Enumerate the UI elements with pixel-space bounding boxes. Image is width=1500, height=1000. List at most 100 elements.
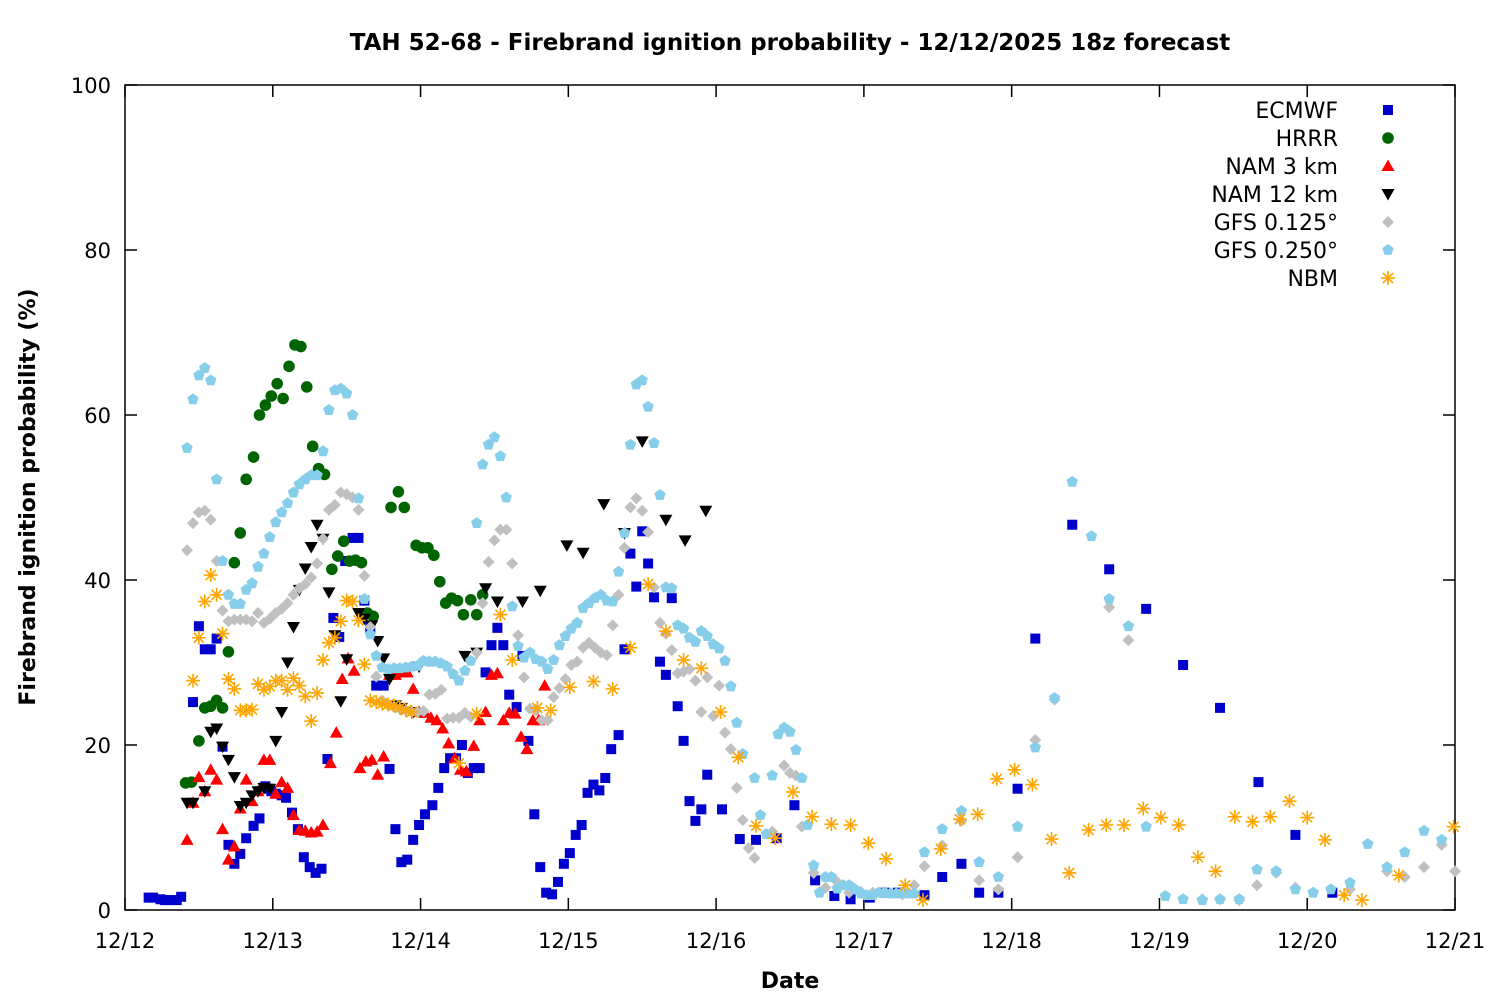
data-point (547, 889, 558, 900)
data-point (419, 809, 430, 820)
data-point (498, 640, 509, 651)
data-point (719, 654, 731, 666)
y-tick-label: 60 (84, 404, 111, 428)
data-point (751, 834, 762, 845)
data-point (861, 836, 876, 851)
series-nbm (185, 568, 1461, 908)
data-point (678, 535, 692, 547)
data-point (789, 800, 800, 811)
data-point (252, 560, 264, 572)
data-point (239, 773, 253, 785)
data-point (467, 739, 481, 751)
data-point (678, 735, 689, 746)
data-point (624, 438, 637, 450)
data-point (216, 555, 229, 566)
x-axis-ticks: 12/12 12/13 12/14 12/15 12/16 12/17 12/18 12/19… (95, 85, 1485, 953)
x-axis-label: Date (761, 969, 820, 994)
data-point (586, 674, 601, 689)
data-point (898, 878, 913, 893)
data-point (371, 768, 385, 780)
data-point (543, 703, 558, 718)
data-point (992, 871, 1005, 882)
data-point (180, 833, 194, 845)
data-point (240, 473, 252, 486)
data-point (594, 785, 605, 796)
data-point (1116, 818, 1131, 833)
data-point (404, 705, 419, 719)
x-tick-label: 12/16 (686, 929, 747, 953)
data-point (1029, 741, 1042, 753)
data-point (1062, 865, 1077, 880)
data-point (304, 714, 319, 729)
data-point (1289, 883, 1302, 895)
data-point (329, 726, 343, 738)
data-point (205, 374, 217, 386)
data-point (187, 697, 198, 708)
data-point (358, 569, 371, 582)
data-point (471, 517, 483, 528)
data-point (658, 624, 673, 639)
legend-label: NBM (1287, 267, 1338, 292)
data-point (1215, 702, 1226, 713)
data-point (482, 555, 495, 568)
data-point (221, 754, 235, 767)
series-gfs-0-125- (181, 486, 1461, 907)
data-point (295, 340, 307, 353)
data-point (1436, 833, 1448, 845)
data-point (1159, 889, 1172, 901)
y-tick-label: 100 (71, 74, 111, 98)
data-point (695, 706, 708, 718)
data-point (1282, 794, 1297, 809)
data-point (600, 773, 611, 783)
data-point (286, 671, 301, 686)
data-point (488, 534, 501, 547)
data-point (1007, 762, 1022, 777)
data-point (216, 702, 229, 714)
data-point (241, 833, 252, 844)
data-point (605, 681, 620, 696)
data-point (292, 678, 307, 693)
data-point (332, 550, 344, 562)
data-point (702, 769, 713, 780)
legend-label: GFS 0.250° (1214, 239, 1338, 264)
data-points (143, 339, 1461, 908)
data-point (612, 565, 625, 577)
data-point (1391, 868, 1406, 883)
data-point (1025, 777, 1040, 792)
data-point (699, 505, 713, 518)
data-point (316, 653, 331, 668)
data-point (428, 549, 440, 562)
data-point (642, 400, 654, 412)
data-point (1048, 691, 1061, 703)
data-point (351, 613, 366, 628)
data-point (406, 682, 420, 694)
data-point (1067, 519, 1078, 530)
data-point (353, 532, 364, 543)
data-point (193, 735, 205, 747)
data-point (1081, 822, 1096, 837)
data-point (280, 682, 295, 697)
data-point (283, 360, 295, 373)
data-point (631, 581, 642, 592)
data-point (181, 544, 194, 557)
data-point (346, 409, 359, 420)
data-point (186, 517, 199, 530)
data-point (228, 556, 241, 569)
data-point (476, 458, 489, 470)
legend-marker (1382, 216, 1394, 228)
data-point (1290, 829, 1301, 840)
data-point (378, 680, 389, 691)
data-point (725, 680, 737, 692)
data-point (952, 812, 967, 827)
data-point (311, 557, 324, 570)
data-point (1253, 777, 1264, 788)
data-point (1214, 893, 1226, 905)
data-point (1418, 824, 1430, 836)
data-point (506, 600, 518, 612)
data-point (398, 501, 411, 514)
data-point (271, 377, 284, 390)
data-point (936, 823, 948, 835)
data-point (451, 756, 466, 771)
series-gfs-0-250- (181, 361, 1448, 905)
data-point (281, 792, 292, 803)
